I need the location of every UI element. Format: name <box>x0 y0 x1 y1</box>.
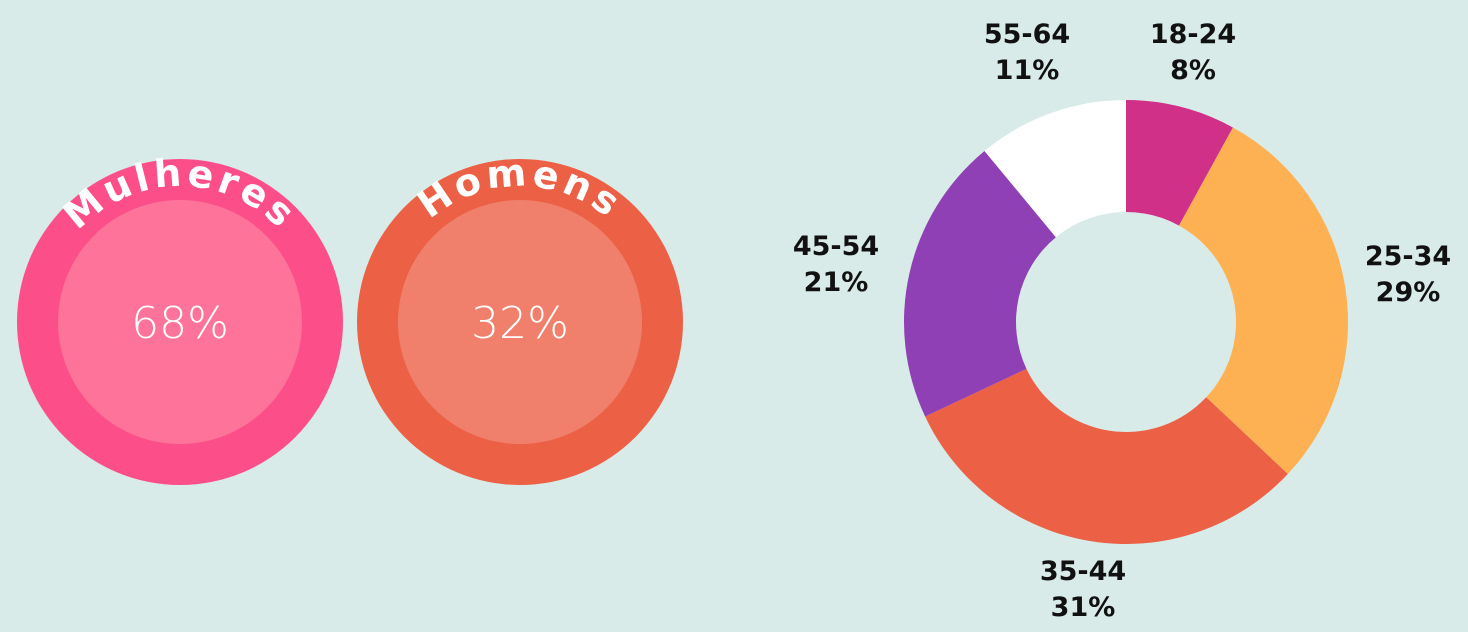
segment-category: 35-44 <box>1040 556 1126 587</box>
segment-value: 8% <box>1170 55 1216 86</box>
segment-category: 55-64 <box>984 19 1070 50</box>
donut-segment <box>925 368 1288 544</box>
inner-circle <box>58 200 302 444</box>
segment-value: 29% <box>1376 277 1441 308</box>
segment-category: 18-24 <box>1150 19 1236 50</box>
value-label: 32% <box>471 298 569 349</box>
donut-segment <box>904 150 1056 417</box>
segment-value: 31% <box>1051 592 1116 623</box>
inner-circle <box>398 200 642 444</box>
donut-segment <box>1178 127 1349 474</box>
donut-segment <box>1126 100 1233 226</box>
segment-value: 21% <box>804 267 869 298</box>
segment-category: 45-54 <box>793 231 879 262</box>
donut-segment <box>984 100 1126 238</box>
segment-category: 25-34 <box>1365 241 1451 272</box>
segment-value: 11% <box>995 55 1060 86</box>
value-label: 68% <box>131 298 229 349</box>
